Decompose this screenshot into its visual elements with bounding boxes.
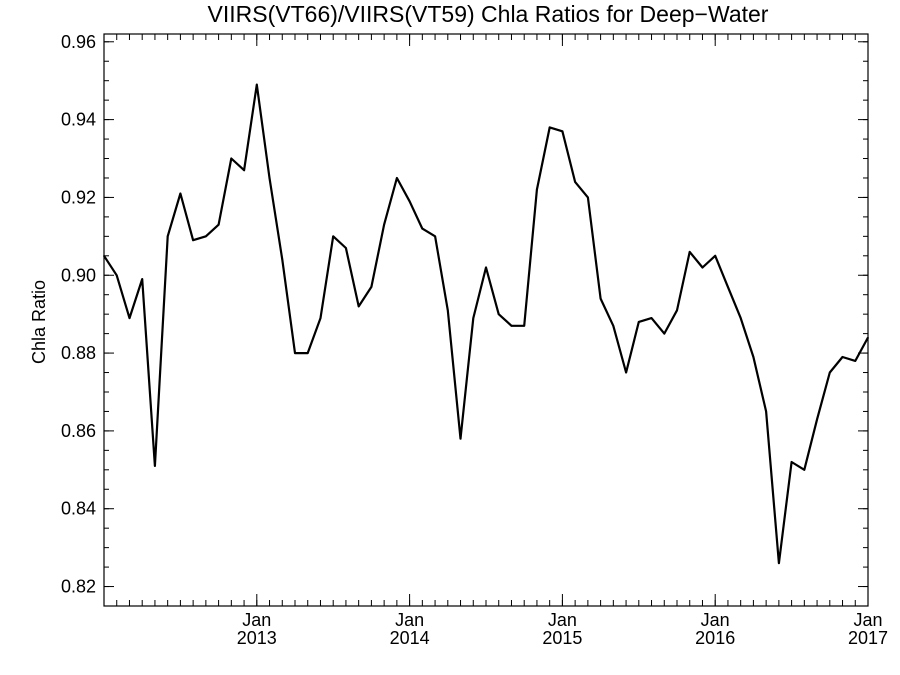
data-point (778, 562, 780, 564)
data-point (727, 286, 729, 288)
data-point (790, 461, 793, 463)
x-tick-label-year: 2016 (695, 628, 735, 648)
x-tick-label-month: Jan (548, 610, 577, 630)
data-point (447, 309, 449, 312)
data-point (638, 321, 640, 323)
data-point (332, 235, 335, 238)
x-tick-label-year: 2013 (237, 628, 277, 648)
x-tick-label-year: 2015 (542, 628, 582, 648)
x-tick-label-year: 2014 (390, 628, 430, 648)
series-line (103, 83, 869, 565)
data-point (765, 410, 767, 413)
data-point (179, 192, 182, 195)
data-point (714, 254, 716, 257)
data-point (345, 247, 347, 249)
chart-title: VIIRS(VT66)/VIIRS(VT59) Chla Ratios for … (208, 1, 769, 27)
data-point (396, 177, 398, 179)
x-tick-label-month: Jan (701, 610, 730, 630)
data-point (319, 317, 322, 319)
data-point (752, 356, 755, 358)
data-point (294, 352, 296, 354)
data-point (243, 169, 245, 171)
data-point (115, 274, 118, 277)
data-point (739, 317, 742, 319)
y-tick-label: 0.84 (61, 499, 96, 519)
data-point (548, 126, 551, 129)
data-point (281, 258, 284, 261)
data-point (408, 200, 411, 203)
data-point (421, 227, 424, 230)
data-point (523, 325, 525, 327)
data-point (612, 325, 615, 327)
y-tick-label: 0.86 (61, 421, 96, 441)
data-point (497, 313, 500, 315)
data-point (587, 196, 589, 199)
data-point (370, 286, 373, 288)
axis-ticks (103, 34, 869, 607)
x-tick-label-month: Jan (242, 610, 271, 630)
data-point (306, 352, 309, 354)
data-point (103, 254, 105, 257)
data-point (663, 332, 666, 335)
y-tick-label: 0.96 (61, 32, 96, 52)
x-tick-label-month: Jan (395, 610, 424, 630)
data-point (599, 297, 602, 300)
data-point (561, 130, 564, 133)
data-point (128, 317, 131, 319)
x-tick-label-month: Jan (853, 610, 882, 630)
data-point (459, 437, 462, 440)
data-point (205, 235, 207, 238)
data-point (154, 465, 156, 467)
data-point (141, 278, 143, 280)
data-point (676, 309, 678, 312)
data-point (485, 266, 487, 269)
data-point (230, 157, 233, 160)
axis-tick-labels: 0.820.840.860.880.900.920.940.96Jan2013J… (61, 32, 888, 648)
plot-frame (103, 33, 869, 607)
y-tick-label: 0.82 (61, 577, 96, 597)
data-point (625, 371, 627, 374)
y-tick-label: 0.88 (61, 343, 96, 363)
data-point (854, 360, 857, 362)
data-point (166, 235, 169, 238)
data-point (255, 83, 258, 86)
data-point (472, 317, 475, 319)
data-point (510, 325, 513, 327)
data-point (536, 188, 538, 191)
data-point (383, 223, 385, 226)
y-tick-label: 0.92 (61, 187, 96, 207)
data-point (816, 418, 818, 421)
y-axis-label: Chla Ratio (29, 280, 49, 364)
data-point (268, 177, 271, 179)
data-point (357, 305, 360, 308)
series-layer (103, 83, 869, 565)
data-point (829, 371, 831, 374)
data-point (688, 251, 691, 253)
data-point (701, 266, 704, 269)
data-point (217, 223, 220, 226)
data-point (867, 336, 869, 339)
data-point (574, 181, 576, 183)
data-point (192, 239, 194, 242)
data-point (650, 317, 653, 319)
x-tick-label-year: 2017 (848, 628, 888, 648)
data-point (841, 356, 844, 358)
data-point (803, 469, 806, 471)
y-tick-label: 0.90 (61, 265, 96, 285)
data-point (434, 235, 436, 238)
y-tick-label: 0.94 (61, 110, 96, 130)
